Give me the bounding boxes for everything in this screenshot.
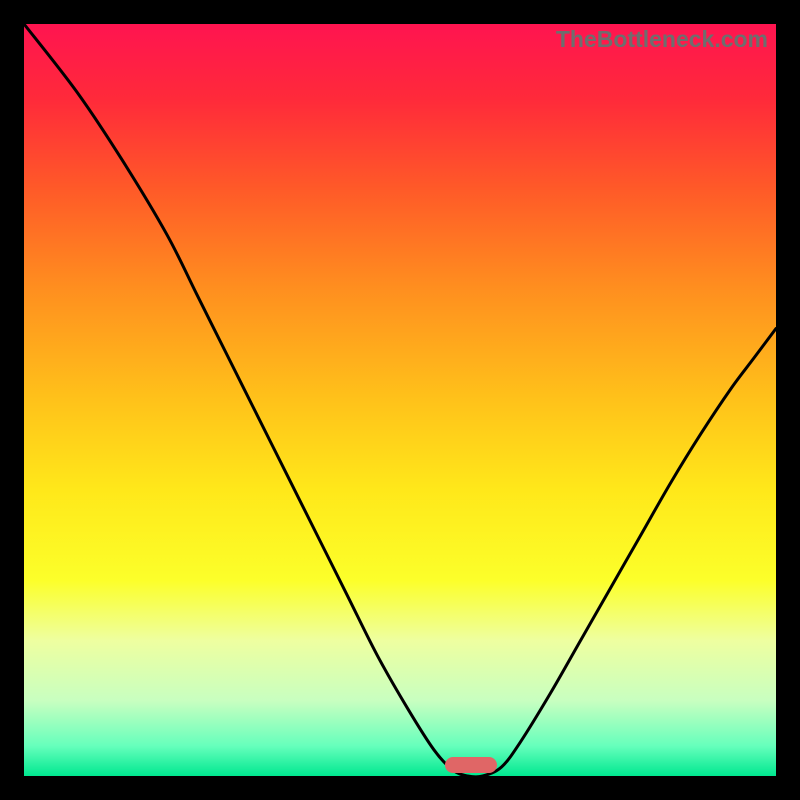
- chart-frame: TheBottleneck.com: [0, 0, 800, 800]
- optimal-point-marker: [445, 757, 497, 773]
- bottleneck-curve: [24, 24, 776, 776]
- plot-area: [24, 24, 776, 776]
- attribution-text: TheBottleneck.com: [556, 26, 768, 53]
